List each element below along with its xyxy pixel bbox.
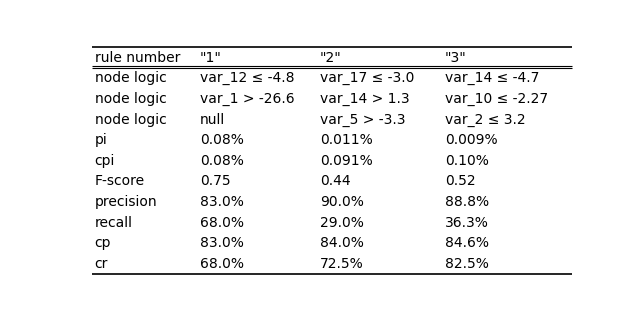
Text: 0.75: 0.75 (200, 175, 231, 188)
Text: var_5 > -3.3: var_5 > -3.3 (320, 112, 406, 127)
Text: 0.52: 0.52 (445, 175, 475, 188)
Text: 90.0%: 90.0% (320, 195, 364, 209)
Text: 83.0%: 83.0% (200, 236, 244, 250)
Text: 68.0%: 68.0% (200, 216, 244, 230)
Text: 68.0%: 68.0% (200, 257, 244, 271)
Text: pi: pi (94, 133, 107, 147)
Text: 84.0%: 84.0% (320, 236, 364, 250)
Text: var_14 > 1.3: var_14 > 1.3 (320, 92, 410, 106)
Text: node logic: node logic (94, 92, 167, 106)
Text: 0.091%: 0.091% (320, 154, 373, 168)
Text: node logic: node logic (94, 112, 167, 127)
Text: rule number: rule number (94, 51, 180, 65)
Text: 84.6%: 84.6% (445, 236, 489, 250)
Text: 72.5%: 72.5% (320, 257, 364, 271)
Text: var_14 ≤ -4.7: var_14 ≤ -4.7 (445, 71, 539, 85)
Text: 0.44: 0.44 (320, 175, 351, 188)
Text: var_17 ≤ -3.0: var_17 ≤ -3.0 (320, 71, 414, 85)
Text: var_1 > -26.6: var_1 > -26.6 (200, 92, 295, 106)
Text: cp: cp (94, 236, 111, 250)
Text: 88.8%: 88.8% (445, 195, 489, 209)
Text: cr: cr (94, 257, 108, 271)
Text: precision: precision (94, 195, 157, 209)
Text: "2": "2" (320, 51, 342, 65)
Text: cpi: cpi (94, 154, 115, 168)
Text: recall: recall (94, 216, 133, 230)
Text: null: null (200, 112, 225, 127)
Text: 0.10%: 0.10% (445, 154, 489, 168)
Text: 0.08%: 0.08% (200, 133, 244, 147)
Text: 29.0%: 29.0% (320, 216, 364, 230)
Text: 82.5%: 82.5% (445, 257, 489, 271)
Text: 83.0%: 83.0% (200, 195, 244, 209)
Text: 36.3%: 36.3% (445, 216, 489, 230)
Text: "1": "1" (200, 51, 222, 65)
Text: 0.011%: 0.011% (320, 133, 373, 147)
Text: 0.08%: 0.08% (200, 154, 244, 168)
Text: node logic: node logic (94, 71, 167, 85)
Text: "3": "3" (445, 51, 466, 65)
Text: 0.009%: 0.009% (445, 133, 498, 147)
Text: var_2 ≤ 3.2: var_2 ≤ 3.2 (445, 112, 525, 127)
Text: var_12 ≤ -4.8: var_12 ≤ -4.8 (200, 71, 295, 85)
Text: var_10 ≤ -2.27: var_10 ≤ -2.27 (445, 92, 548, 106)
Text: F-score: F-score (94, 175, 145, 188)
